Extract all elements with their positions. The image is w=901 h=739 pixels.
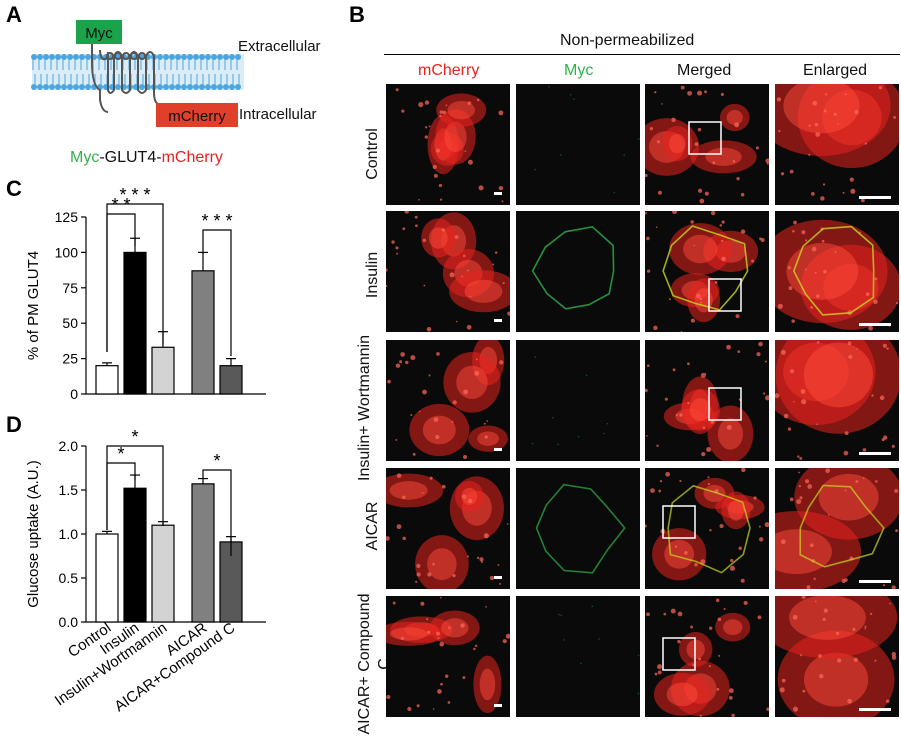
micrograph-enlarged-row-5 bbox=[775, 596, 899, 717]
y-tick-label: 0.0 bbox=[59, 614, 79, 630]
column-header-enlarged: Enlarged bbox=[803, 62, 868, 79]
myc-tag-label: Myc bbox=[85, 25, 113, 42]
micrograph-merged-row-3 bbox=[645, 340, 769, 461]
schematic-diagram: Myc mCherry Extracellular Intracellular … bbox=[31, 20, 321, 166]
intracellular-label: Intracellular bbox=[239, 106, 317, 123]
panel-letter-c: C bbox=[6, 176, 22, 201]
scale-bar bbox=[494, 704, 502, 707]
y-tick-label: 75 bbox=[62, 280, 78, 296]
construct-part-mcherry: mCherry bbox=[162, 149, 223, 166]
micrograph-myc-row-2 bbox=[516, 211, 640, 332]
bar bbox=[123, 487, 147, 623]
scale-bar bbox=[859, 196, 891, 199]
y-tick-label: 2.0 bbox=[59, 438, 79, 454]
bar bbox=[191, 270, 215, 395]
bar bbox=[151, 346, 175, 395]
micrograph-enlarged-row-2 bbox=[775, 211, 899, 332]
row-label-aicar: AICAR bbox=[364, 501, 381, 551]
scale-bar bbox=[859, 580, 891, 583]
scale-bar bbox=[494, 319, 502, 322]
significance-bracket bbox=[106, 445, 164, 530]
y-axis-label: Glucose uptake (A.U.) bbox=[25, 460, 42, 608]
row-label-control: Control bbox=[364, 128, 381, 180]
header-rule bbox=[384, 54, 900, 55]
panel-letter-d: D bbox=[6, 412, 22, 437]
roi-box bbox=[662, 505, 696, 539]
y-axis-label: % of PM GLUT4 bbox=[25, 251, 42, 360]
micrograph-myc-row-3 bbox=[516, 340, 640, 461]
significance-label: * * * bbox=[119, 185, 150, 205]
roi-box bbox=[662, 637, 696, 671]
construct-part-myc: Myc bbox=[70, 149, 99, 166]
y-tick-label: 0.5 bbox=[59, 570, 79, 586]
micrograph-mcherry-row-2 bbox=[386, 211, 510, 332]
row-label-insulin: Insulin bbox=[364, 251, 381, 299]
scale-bar bbox=[494, 448, 502, 451]
panel-letter-a: A bbox=[6, 2, 22, 27]
micrograph-myc-row-1 bbox=[516, 84, 640, 205]
micrograph-mcherry-row-4 bbox=[386, 468, 510, 589]
y-tick-label: 125 bbox=[55, 209, 79, 225]
significance-label: * bbox=[117, 444, 124, 464]
roi-box bbox=[708, 387, 742, 421]
panel-letter-b: B bbox=[349, 2, 365, 27]
y-tick-label: 1.5 bbox=[59, 482, 79, 498]
significance-label: * * * bbox=[201, 211, 232, 231]
micrograph-merged-row-4 bbox=[645, 468, 769, 589]
significance-bracket bbox=[202, 229, 232, 356]
column-header-mcherry: mCherry bbox=[418, 62, 480, 79]
extracellular-label: Extracellular bbox=[238, 38, 321, 55]
micrograph-mcherry-row-3 bbox=[386, 340, 510, 461]
y-tick-label: 0 bbox=[70, 386, 78, 402]
scale-bar bbox=[494, 576, 502, 579]
y-tick-label: 25 bbox=[62, 351, 78, 367]
y-tick-label: 100 bbox=[55, 244, 79, 260]
micrograph-myc-row-5 bbox=[516, 596, 640, 717]
bar bbox=[95, 365, 119, 395]
micrograph-myc-row-4 bbox=[516, 468, 640, 589]
scale-bar bbox=[859, 708, 891, 711]
column-header-myc: Myc bbox=[564, 62, 594, 79]
micrograph-mcherry-row-5 bbox=[386, 596, 510, 717]
micrograph-merged-row-5 bbox=[645, 596, 769, 717]
bar bbox=[191, 483, 215, 623]
micrograph-enlarged-row-4 bbox=[775, 468, 899, 589]
bar bbox=[123, 251, 147, 395]
micrograph-merged-row-2 bbox=[645, 211, 769, 332]
micrograph-merged-row-1 bbox=[645, 84, 769, 205]
bar bbox=[95, 533, 119, 623]
y-tick-label: 1.0 bbox=[59, 526, 79, 542]
bar bbox=[219, 365, 243, 395]
myc-tag bbox=[76, 20, 122, 44]
roi-box bbox=[708, 278, 742, 312]
construct-label: Myc-GLUT4-mCherry bbox=[70, 149, 223, 166]
significance-label: * bbox=[131, 427, 138, 447]
mcherry-tag-label: mCherry bbox=[168, 108, 226, 125]
mcherry-tag bbox=[156, 103, 238, 127]
column-header-merged: Merged bbox=[677, 62, 732, 79]
significance-label: * * bbox=[111, 195, 130, 215]
construct-part-glut4: -GLUT4- bbox=[99, 149, 161, 166]
scale-bar bbox=[859, 452, 891, 455]
significance-label: * bbox=[213, 451, 220, 471]
roi-box bbox=[688, 121, 722, 155]
significance-bracket bbox=[106, 203, 164, 352]
transporter-protein bbox=[91, 44, 159, 113]
bar bbox=[151, 524, 175, 623]
micrograph-enlarged-row-1 bbox=[775, 84, 899, 205]
micrograph-mcherry-row-1 bbox=[386, 84, 510, 205]
significance-bracket bbox=[202, 469, 232, 556]
y-tick-label: 50 bbox=[62, 315, 78, 331]
scale-bar bbox=[494, 192, 502, 195]
condition-header: Non-permeabilized bbox=[560, 32, 695, 49]
micrograph-enlarged-row-3 bbox=[775, 340, 899, 461]
scale-bar bbox=[859, 323, 891, 326]
